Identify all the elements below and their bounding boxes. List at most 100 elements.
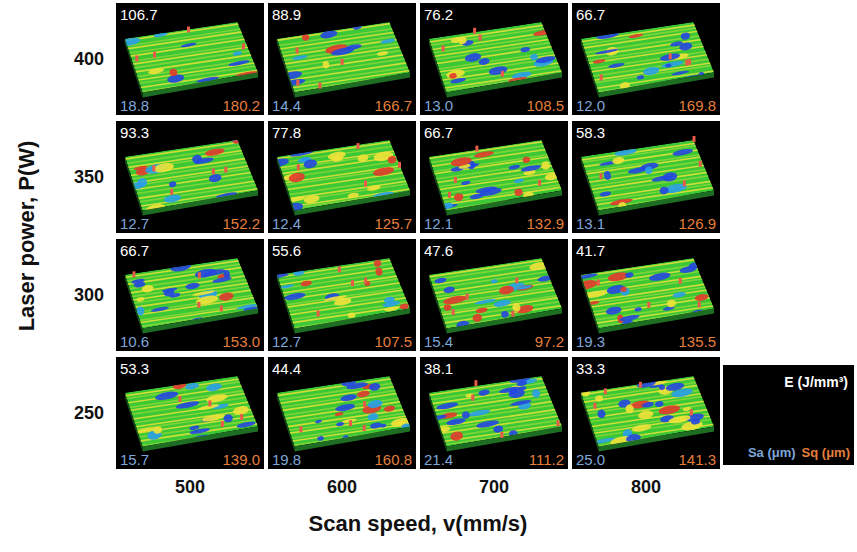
surface-panel: 47.615.497.2 (420, 239, 569, 351)
surface-stripe (441, 192, 568, 211)
surface-stripe (440, 423, 567, 442)
key-box (723, 365, 854, 465)
surface-stripe (279, 42, 406, 61)
surface-blob (523, 191, 535, 200)
surface-stripe (437, 415, 564, 434)
surface-spike (240, 414, 243, 420)
surface-blob (478, 389, 490, 397)
surface-blob (625, 404, 635, 414)
surface-blob (576, 278, 598, 290)
surface-stripe (282, 289, 409, 308)
surface-blob (488, 65, 508, 76)
surface-stripe (592, 305, 719, 324)
surface-stripe (133, 62, 260, 81)
surface-blob (541, 161, 551, 171)
surface-blob (450, 430, 464, 441)
surface-blob (661, 60, 684, 69)
surface-blob (148, 67, 165, 75)
surface-blob (665, 381, 685, 392)
sa-label: 19.3 (576, 333, 605, 350)
surface-stripe (432, 400, 559, 419)
surface-blob (498, 285, 514, 296)
energy-label: 44.4 (272, 360, 301, 377)
surface-spike (600, 173, 603, 179)
surface-blob (642, 66, 660, 77)
surface-blob (612, 156, 625, 165)
surface-blob (284, 78, 306, 88)
surface-blob (508, 430, 518, 439)
surface-stripe (285, 415, 412, 434)
surface-spike (208, 400, 211, 406)
sq-label: 152.2 (222, 215, 260, 232)
surface-blob (284, 291, 306, 301)
row-label: 400 (74, 49, 104, 69)
surface-blob (331, 46, 355, 57)
surface (576, 258, 721, 329)
surface-blob (620, 286, 631, 296)
surface-stripe (121, 378, 248, 397)
surface-spike (364, 181, 367, 187)
surface-blob (614, 148, 638, 158)
sa-label: 15.7 (120, 451, 149, 468)
sa-label: 19.8 (272, 451, 301, 468)
surface-stripe (428, 270, 555, 289)
surface-stripe (590, 418, 717, 437)
surface-spike (442, 45, 445, 51)
surface-stripe (132, 294, 259, 313)
surface-blob (145, 203, 165, 215)
surface-blob (292, 54, 308, 61)
surface-blob (618, 201, 627, 209)
surface-blob (342, 435, 349, 442)
surface-base (581, 258, 714, 329)
sa-label: 15.4 (424, 333, 453, 350)
surface-blob (169, 68, 178, 77)
surface-stripe (135, 184, 262, 203)
surface-spike (685, 60, 688, 66)
surface-blob (531, 388, 541, 398)
surface-panel: 106.718.8180.2 (116, 3, 265, 115)
surface-blob (203, 268, 225, 277)
panel-background (572, 3, 720, 115)
surface-stripe (288, 305, 415, 324)
surface-spike (471, 395, 474, 401)
surface-spike (448, 192, 451, 198)
surface-blob (453, 192, 464, 201)
surface-spike (220, 305, 223, 311)
surface-stripe (584, 164, 711, 183)
row-label: 250 (74, 403, 104, 423)
surface-blob (347, 192, 359, 199)
surface-blob (287, 201, 304, 213)
surface-blob (659, 186, 669, 195)
surface-blob (136, 426, 157, 434)
panel-background (572, 121, 720, 233)
surface-blob (136, 306, 146, 316)
energy-label: 58.3 (576, 124, 605, 141)
surface-stripe (589, 62, 716, 81)
energy-label: 41.7 (576, 242, 605, 259)
surface-blob (671, 70, 689, 76)
surface-stripe (431, 279, 558, 298)
surface-blob (236, 421, 256, 429)
surface-spike (600, 74, 603, 80)
surface-blob (461, 180, 471, 185)
sq-label: 126.9 (678, 215, 716, 232)
surface-blob (576, 272, 598, 280)
energy-label: 66.7 (576, 6, 605, 23)
surface-spike (604, 388, 607, 394)
surface-stripe (289, 190, 416, 209)
surface-spike (170, 189, 173, 195)
surface-spike (299, 426, 302, 432)
surface-spike (297, 164, 300, 170)
surface-stripe (121, 141, 248, 160)
sq-label: 97.2 (535, 333, 564, 350)
surface-stripe (137, 73, 264, 92)
surface-blob (528, 260, 549, 271)
column-label: 700 (479, 477, 509, 497)
surface-blob (436, 425, 451, 433)
surface-blob (434, 277, 447, 284)
surface-blob (516, 380, 527, 387)
surface-stripe (125, 38, 252, 57)
row-label: 350 (74, 167, 104, 187)
surface-panel: 58.313.1126.9 (572, 121, 721, 233)
surface-blob (592, 58, 605, 64)
